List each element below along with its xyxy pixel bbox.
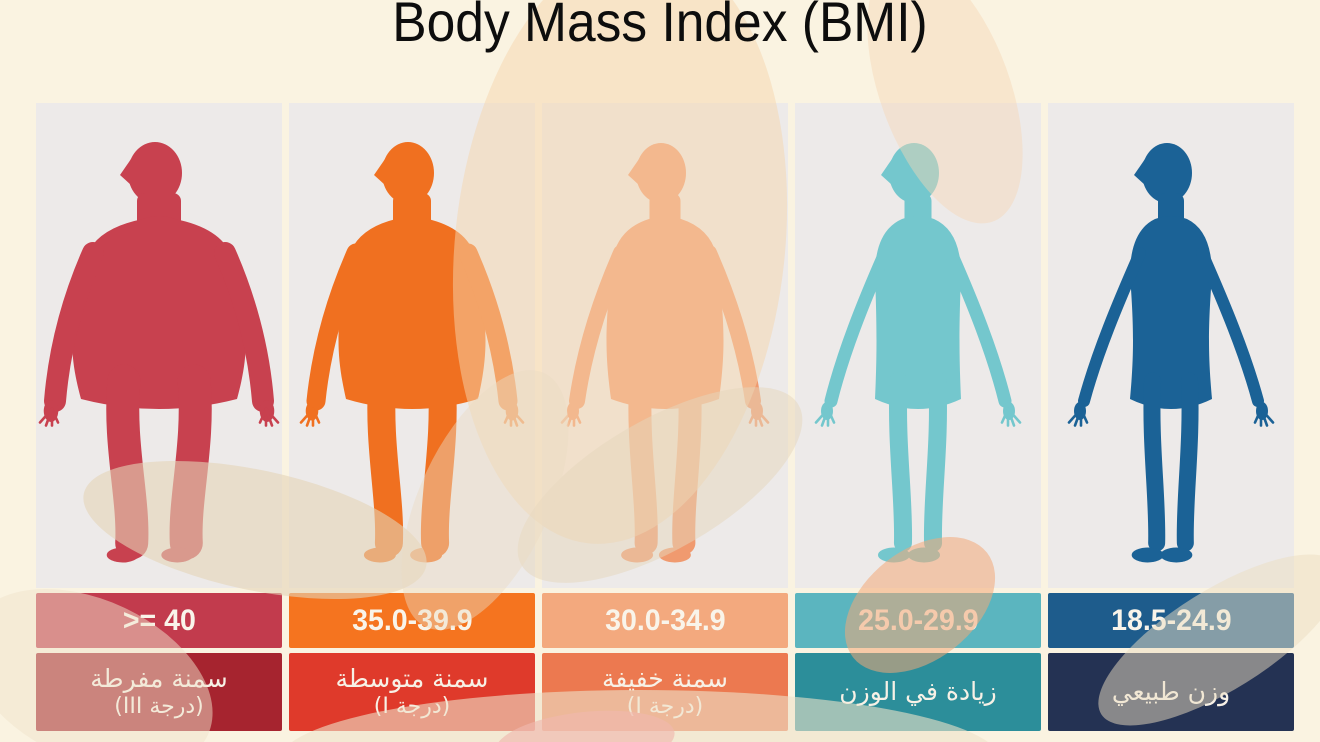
bmi-range-badge: 30.0-34.9: [542, 593, 788, 648]
body-silhouette-obesity-mild: [542, 103, 788, 588]
category-label-badge: وزن طبيعي: [1048, 653, 1294, 731]
category-label: سمنة مفرطة: [90, 663, 228, 693]
bmi-column-normal-weight: 18.5-24.9 وزن طبيعي: [1048, 103, 1294, 731]
bmi-range-badge: >= 40: [36, 593, 282, 648]
bmi-range-badge: 35.0-39.9: [289, 593, 535, 648]
category-label-badge: سمنة خفيفة (درجة I): [542, 653, 788, 731]
bmi-range-value: 30.0-34.9: [604, 603, 726, 637]
category-label-badge: سمنة متوسطة (درجة I): [289, 653, 535, 731]
category-label-badge: زيادة في الوزن: [795, 653, 1041, 731]
bmi-range-badge: 25.0-29.9: [795, 593, 1041, 648]
bmi-columns: >= 40 سمنة مفرطة (درجة III) 35.0-39.9 سم…: [36, 103, 1294, 731]
bmi-column-obesity-moderate: 35.0-39.9 سمنة متوسطة (درجة I): [289, 103, 535, 731]
category-label-badge: سمنة مفرطة (درجة III): [36, 653, 282, 731]
category-grade: (درجة I): [626, 693, 704, 719]
bmi-range-badge: 18.5-24.9: [1048, 593, 1294, 648]
bmi-column-overweight: 25.0-29.9 زيادة في الوزن: [795, 103, 1041, 731]
page-title: Body Mass Index (BMI): [392, 0, 928, 53]
bmi-column-obesity-class-3: >= 40 سمنة مفرطة (درجة III): [36, 103, 282, 731]
bmi-range-value: >= 40: [122, 603, 196, 637]
bmi-range-value: 35.0-39.9: [351, 603, 473, 637]
category-label: سمنة متوسطة: [335, 663, 489, 693]
category-label: سمنة خفيفة: [602, 663, 728, 693]
body-silhouette-overweight: [795, 103, 1041, 588]
body-silhouette-obesity-class-3: [36, 103, 282, 588]
category-grade: (درجة III): [114, 693, 204, 719]
bmi-range-value: 18.5-24.9: [1110, 603, 1232, 637]
category-grade: (درجة I): [373, 693, 451, 719]
bmi-column-obesity-mild: 30.0-34.9 سمنة خفيفة (درجة I): [542, 103, 788, 731]
body-silhouette-obesity-moderate: [289, 103, 535, 588]
body-silhouette-normal-weight: [1048, 103, 1294, 588]
category-label: زيادة في الوزن: [839, 677, 997, 706]
bmi-range-value: 25.0-29.9: [857, 603, 979, 637]
category-label: وزن طبيعي: [1111, 677, 1231, 706]
